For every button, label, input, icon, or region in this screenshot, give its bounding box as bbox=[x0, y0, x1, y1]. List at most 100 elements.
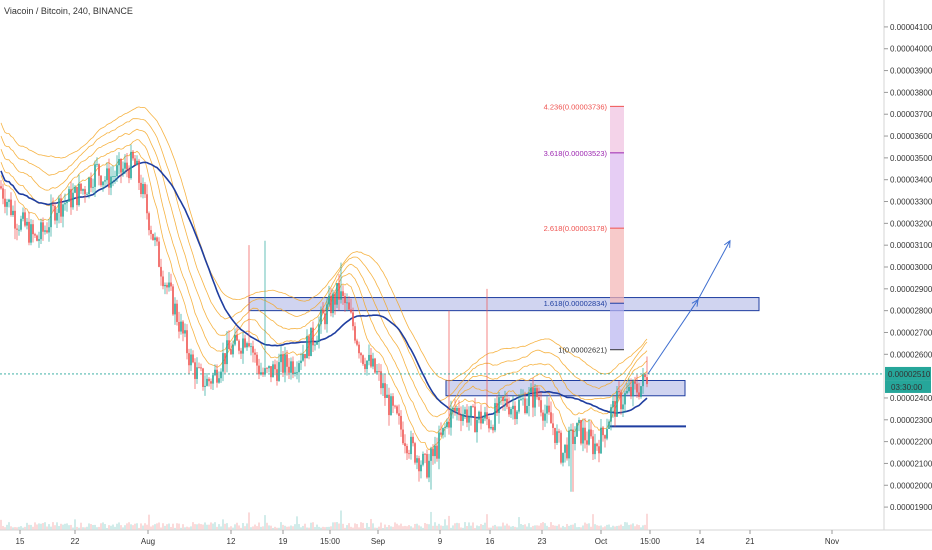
volume-bar bbox=[558, 524, 560, 530]
volume-bar bbox=[516, 527, 518, 530]
volume-bar bbox=[466, 526, 468, 530]
volume-bar bbox=[250, 527, 252, 530]
candle-body bbox=[172, 286, 174, 315]
candle-body bbox=[556, 431, 558, 443]
current-price-label: 0.00002510 bbox=[888, 370, 931, 379]
volume-bar bbox=[288, 526, 290, 530]
candle-body bbox=[586, 440, 588, 445]
candle-body bbox=[550, 412, 552, 424]
candle-body bbox=[86, 194, 88, 195]
volume-bar bbox=[216, 526, 218, 530]
candle-body bbox=[642, 374, 644, 387]
volume-bar bbox=[542, 522, 544, 530]
candle-body bbox=[428, 460, 430, 478]
volume-bar bbox=[560, 527, 562, 530]
volume-bar bbox=[462, 527, 464, 530]
volume-bar bbox=[286, 526, 288, 530]
volume-bar bbox=[208, 524, 210, 530]
x-tick-label: 22 bbox=[71, 537, 80, 546]
candle-body bbox=[398, 413, 400, 416]
volume-bar bbox=[10, 526, 12, 530]
candle-body bbox=[118, 159, 120, 166]
candle-body bbox=[138, 160, 140, 183]
candle-body bbox=[62, 204, 64, 217]
volume-bar bbox=[22, 527, 24, 530]
current-price-badge bbox=[885, 366, 931, 381]
volume-bar bbox=[110, 525, 112, 530]
y-tick-label: 0.00002200 bbox=[890, 438, 932, 447]
candle-body bbox=[442, 427, 444, 435]
volume-bar bbox=[206, 524, 208, 530]
volume-bar bbox=[226, 523, 228, 530]
volume-bar bbox=[432, 525, 434, 530]
candle-body bbox=[176, 303, 178, 322]
candle-body bbox=[400, 415, 402, 430]
volume-bar bbox=[360, 522, 362, 530]
y-tick-label: 0.00003800 bbox=[890, 88, 932, 97]
candle-body bbox=[510, 408, 512, 415]
volume-bar bbox=[86, 526, 88, 530]
volume-bar bbox=[128, 522, 130, 530]
candle-body bbox=[76, 186, 78, 206]
candle-body bbox=[462, 414, 464, 422]
volume-bar bbox=[120, 525, 122, 530]
candle-body bbox=[134, 158, 136, 166]
volume-bar bbox=[92, 525, 94, 530]
candle-body bbox=[452, 407, 454, 410]
volume-bar bbox=[38, 523, 40, 530]
volume-bar bbox=[522, 524, 524, 530]
candle-body bbox=[310, 327, 312, 357]
volume-bar bbox=[52, 522, 54, 530]
volume-bar bbox=[270, 525, 272, 530]
volume-bar bbox=[42, 523, 44, 530]
volume-bar bbox=[596, 525, 598, 530]
volume-bar bbox=[454, 523, 456, 530]
volume-bar bbox=[228, 527, 230, 530]
volume-bar bbox=[84, 527, 86, 530]
candle-body bbox=[36, 235, 38, 241]
volume-bar bbox=[68, 525, 70, 530]
support-zone[interactable] bbox=[445, 379, 686, 397]
volume-bar bbox=[0, 519, 2, 530]
y-tick-label: 0.00003400 bbox=[890, 176, 932, 185]
volume-bar bbox=[464, 522, 466, 530]
volume-bar bbox=[116, 523, 118, 530]
x-tick-label: 15 bbox=[16, 537, 25, 546]
volume-bar bbox=[394, 522, 396, 530]
volume-bar bbox=[282, 524, 284, 530]
volume-bar bbox=[550, 522, 552, 530]
volume-bar bbox=[16, 527, 18, 530]
candle-body bbox=[488, 419, 490, 429]
volume-bar bbox=[316, 524, 318, 530]
candle-body bbox=[202, 368, 204, 387]
candle-body bbox=[314, 344, 316, 346]
volume-bar bbox=[290, 525, 292, 530]
candle-body bbox=[182, 321, 184, 334]
candle-body bbox=[346, 302, 348, 304]
candle-body bbox=[24, 212, 26, 226]
volume-bar bbox=[200, 524, 202, 530]
volume-bar bbox=[564, 527, 566, 530]
volume-bar bbox=[572, 524, 574, 530]
candle-body bbox=[20, 218, 22, 230]
volume-bar bbox=[456, 522, 458, 530]
candle-body bbox=[604, 435, 606, 439]
candle-body bbox=[320, 309, 322, 325]
candle-body bbox=[64, 203, 66, 205]
volume-bar bbox=[182, 524, 184, 530]
candle-body bbox=[526, 405, 528, 414]
volume-bar bbox=[346, 525, 348, 530]
volume-bar bbox=[366, 522, 368, 530]
volume-bar bbox=[556, 525, 558, 530]
candle-body bbox=[578, 420, 580, 423]
volume-bar bbox=[386, 527, 388, 530]
volume-bar bbox=[296, 516, 298, 530]
candle-body bbox=[386, 394, 388, 398]
volume-bar bbox=[482, 524, 484, 530]
volume-bar bbox=[134, 523, 136, 530]
volume-bar bbox=[412, 527, 414, 530]
candle-body bbox=[342, 291, 344, 297]
volume-bar bbox=[156, 523, 158, 530]
candle-body bbox=[622, 404, 624, 410]
